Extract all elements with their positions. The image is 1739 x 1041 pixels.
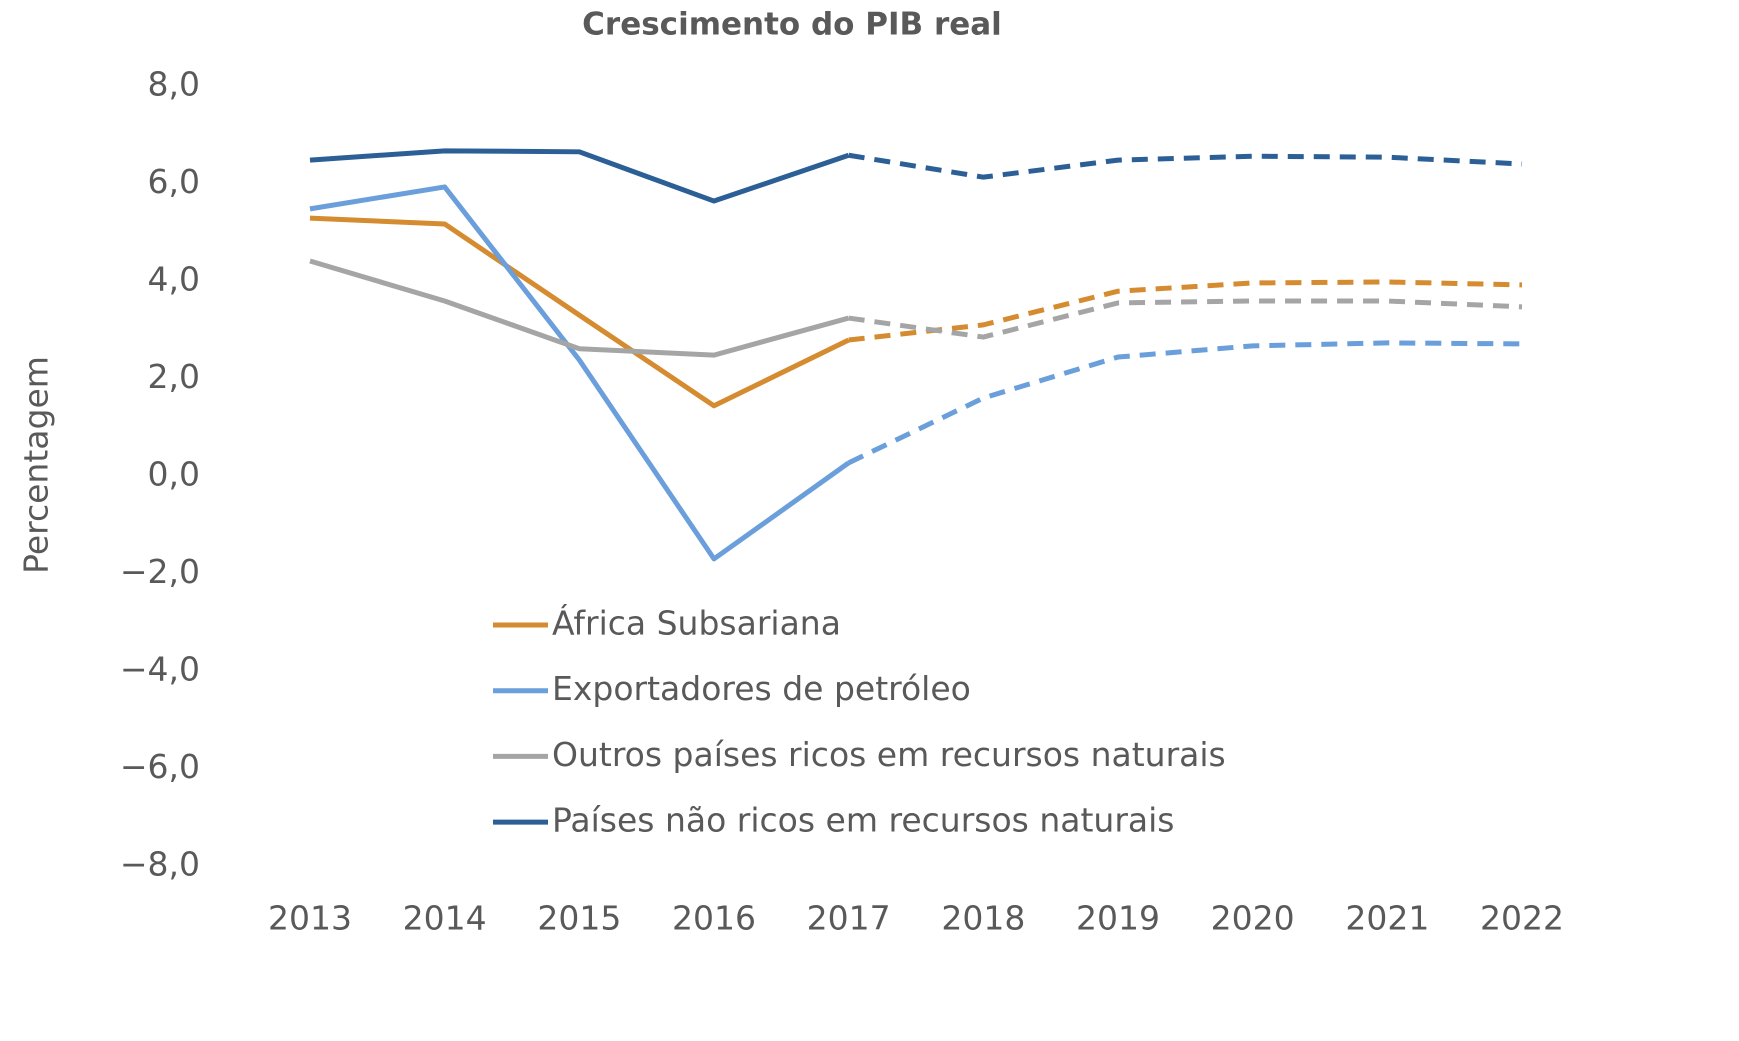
x-tick-label: 2017: [807, 899, 891, 938]
legend-label: Países não ricos em recursos naturais: [552, 801, 1174, 840]
x-tick-label: 2013: [268, 899, 352, 938]
x-tick-label: 2022: [1480, 899, 1564, 938]
series-line: [309, 258, 850, 358]
series-line: [309, 148, 850, 204]
x-tick-label: 2014: [403, 899, 487, 938]
x-tick-label: 2021: [1345, 899, 1429, 938]
projection-line: [848, 298, 1523, 340]
y-tick-label: −6,0: [120, 747, 200, 786]
series-line: [309, 215, 850, 409]
y-axis-label: Percentagem: [17, 356, 56, 574]
y-tick-label: 4,0: [148, 260, 200, 299]
projection-line: [848, 152, 1523, 180]
x-tick-label: 2020: [1211, 899, 1295, 938]
legend-label: África Subsariana: [552, 603, 841, 643]
y-tick-label: 0,0: [148, 455, 200, 494]
projection-line: [848, 279, 1523, 343]
legend-label: Outros países ricos em recursos naturais: [552, 735, 1226, 774]
y-tick-label: −4,0: [120, 650, 200, 689]
x-tick-label: 2016: [672, 899, 756, 938]
y-tick-label: 8,0: [148, 65, 200, 104]
y-tick-label: 2,0: [148, 357, 200, 396]
x-tick-label: 2015: [537, 899, 621, 938]
series-line: [309, 184, 851, 562]
legend-label: Exportadores de petróleo: [552, 669, 971, 708]
chart-title: Crescimento do PIB real: [582, 7, 1002, 43]
x-tick-label: 2019: [1076, 899, 1160, 938]
y-tick-label: 6,0: [148, 162, 200, 201]
y-tick-label: −8,0: [120, 845, 200, 884]
x-tick-label: 2018: [941, 899, 1025, 938]
y-tick-label: −2,0: [120, 552, 200, 591]
projection-line: [847, 340, 1523, 466]
